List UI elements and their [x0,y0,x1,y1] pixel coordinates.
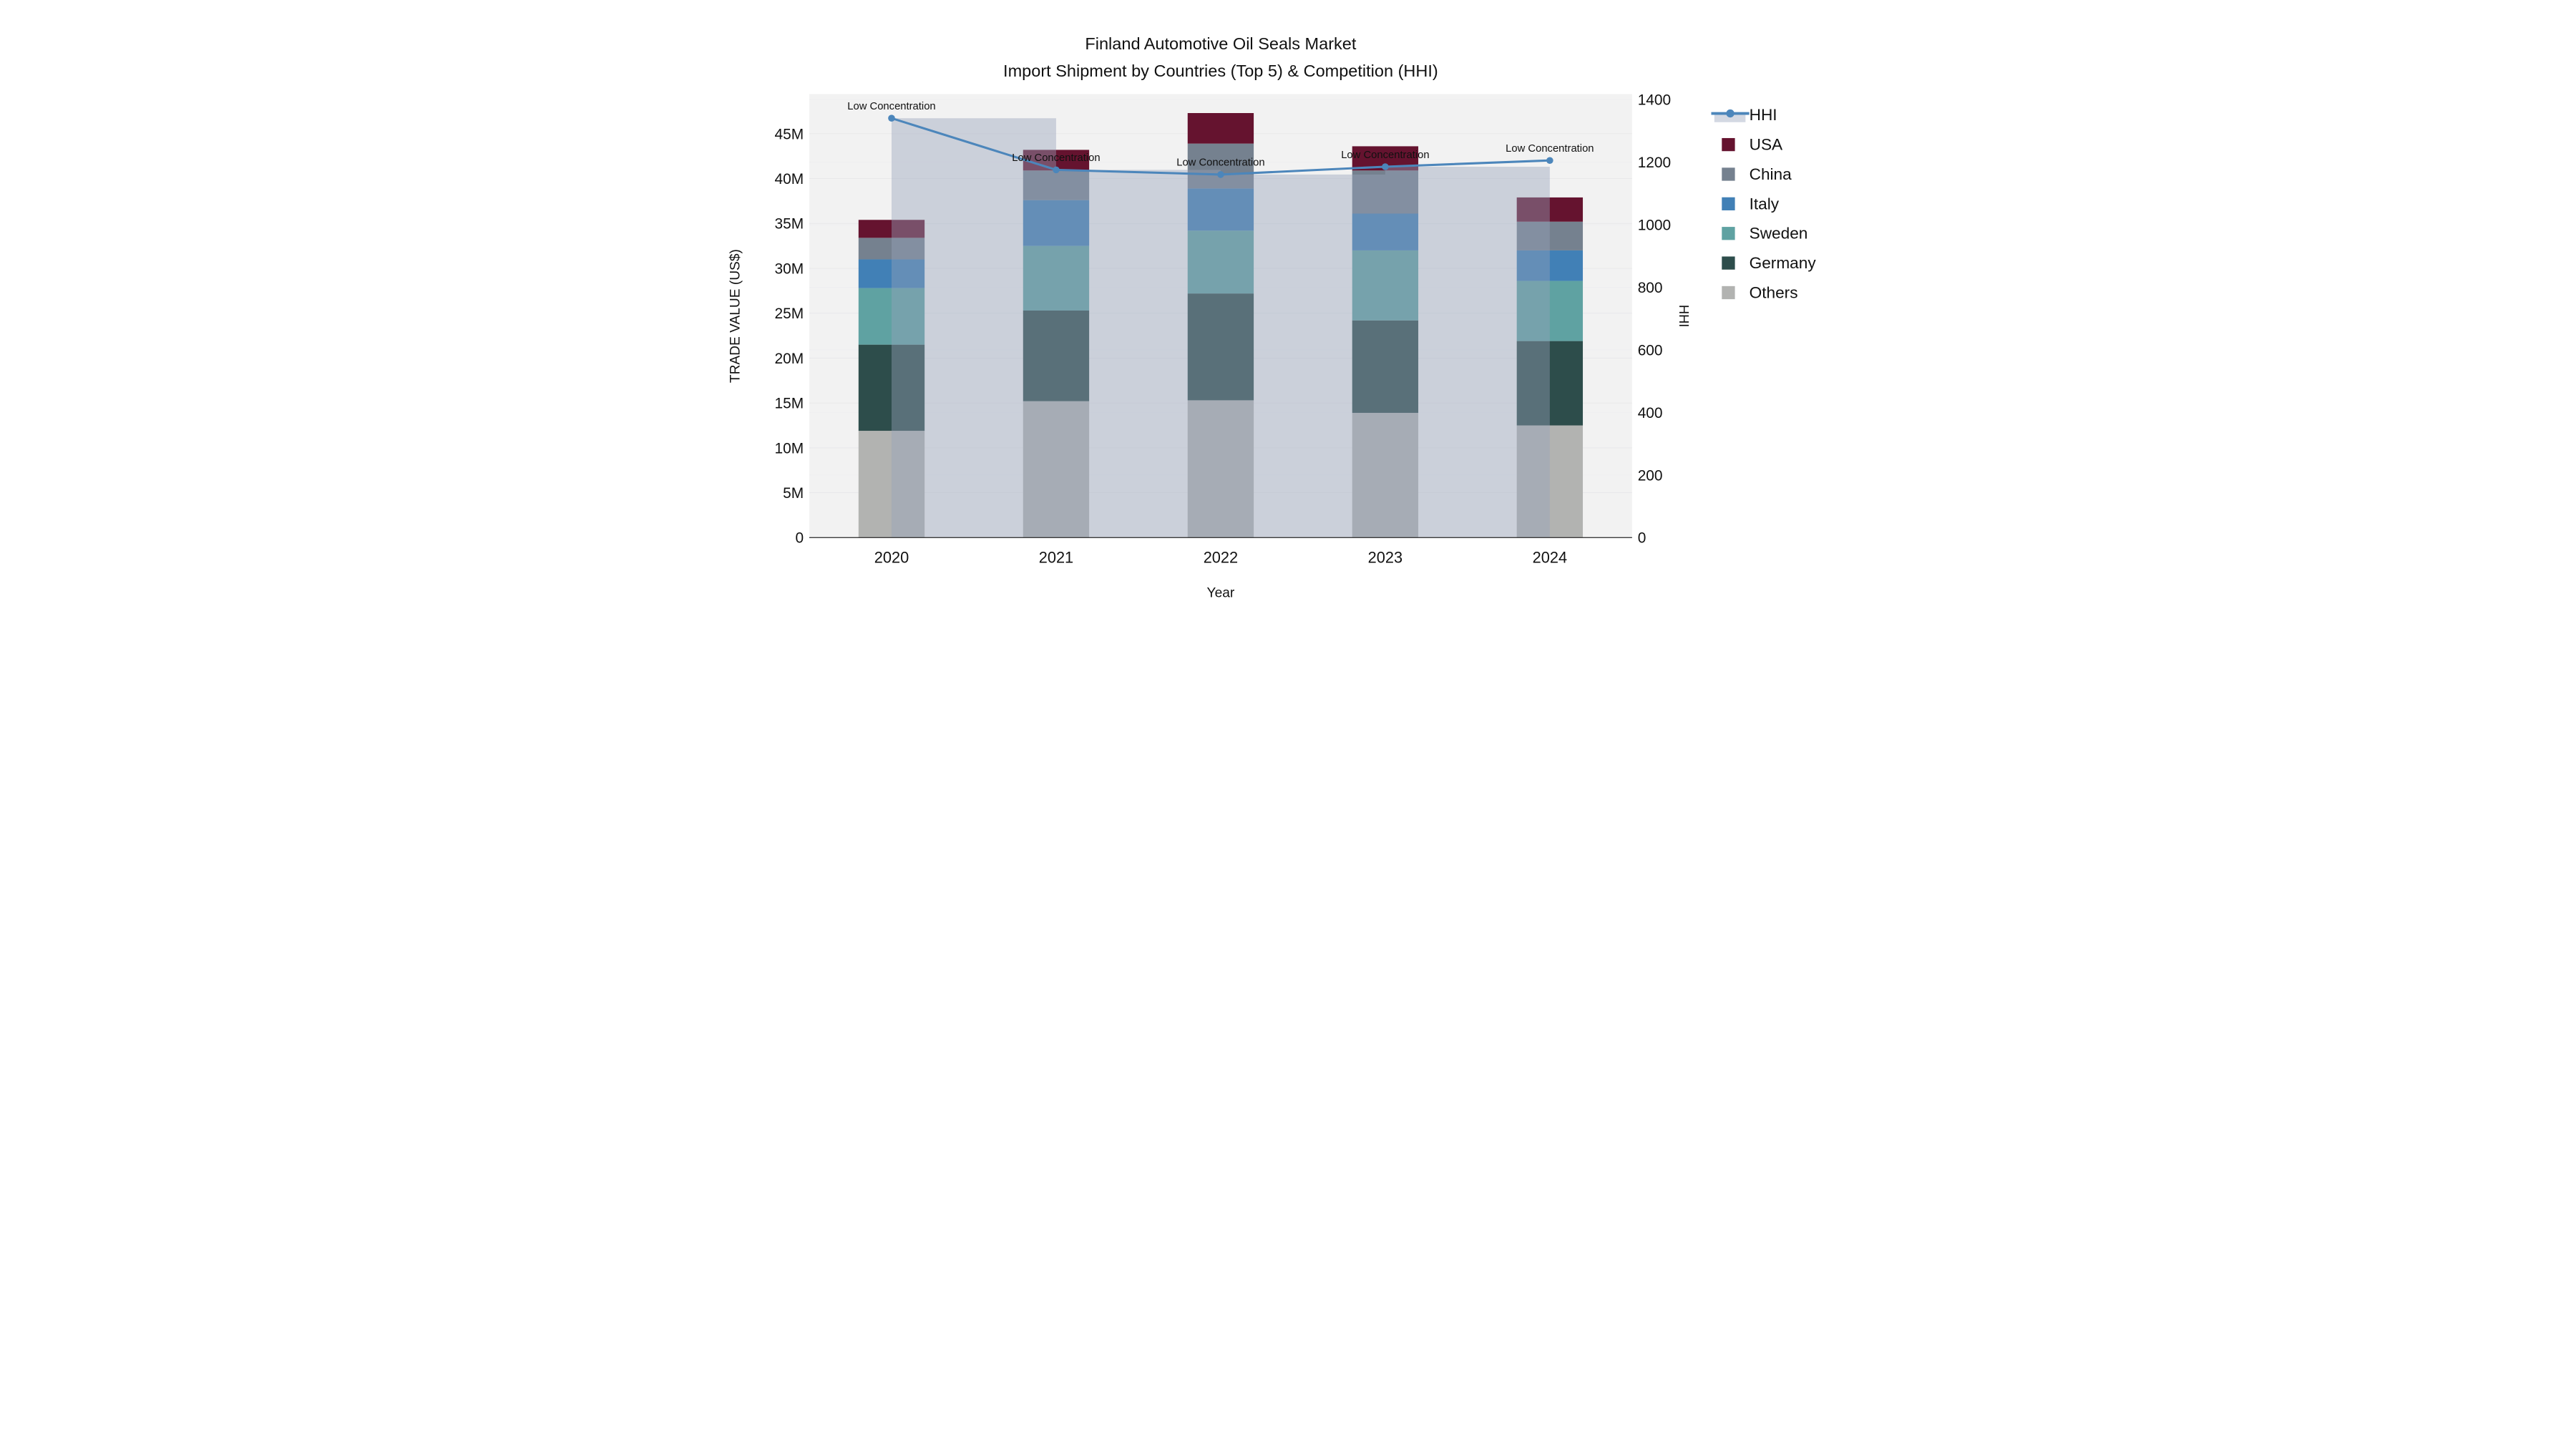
bar-segment-germany-2024[interactable] [1516,341,1584,426]
hhi-marker-2022[interactable] [1217,171,1224,178]
x-tick-2023: 2023 [1368,549,1402,567]
hhi-marker-2020[interactable] [888,114,895,122]
x-tick-2024: 2024 [1533,549,1567,567]
legend-item-china[interactable]: China [1722,165,1792,183]
bar-segment-italy-2020[interactable] [858,259,925,288]
bar-segment-others-2020[interactable] [858,431,925,538]
bar-segment-sweden-2024[interactable] [1516,280,1584,341]
annotation-low-concentration: Low Concentration [1506,143,1594,155]
chart-title-line1: Finland Automotive Oil Seals Market [1085,34,1356,53]
legend-item-others[interactable]: Others [1722,283,1798,301]
legend-label-usa: USA [1750,136,1783,154]
bar-segment-china-2023[interactable] [1352,170,1419,214]
bar-segment-others-2023[interactable] [1352,412,1419,538]
y-right-axis-title: HHI [1677,305,1692,327]
y-left-tick: 15M [775,396,804,412]
x-tick-2020: 2020 [874,549,909,567]
y-left-tick: 45M [775,126,804,142]
y-right-tick: 800 [1638,280,1663,296]
y-right-tick: 1200 [1638,155,1671,171]
y-left-axis-title: TRADE VALUE (US$) [728,249,743,383]
legend-swatch-others [1722,286,1735,300]
hhi-step-band [891,118,1550,538]
y-right-tick: 1400 [1638,92,1671,108]
bar-segment-china-2022[interactable] [1187,143,1254,189]
bar-segment-sweden-2023[interactable] [1352,250,1419,321]
hhi-marker-2021[interactable] [1053,166,1060,174]
y-left-tick: 25M [775,306,804,322]
y-left-tick: 5M [783,485,804,502]
legend-swatch-italy [1722,197,1735,210]
bar-segment-usa-2020[interactable] [858,220,925,238]
bar-segment-germany-2022[interactable] [1187,293,1254,401]
bar-segment-germany-2021[interactable] [1023,310,1090,401]
bar-segment-sweden-2022[interactable] [1187,230,1254,294]
legend-item-italy[interactable]: Italy [1722,195,1780,213]
y-right-tick: 400 [1638,405,1663,421]
legend-item-hhi[interactable]: HHI [1711,106,1777,124]
bar-segment-italy-2021[interactable] [1023,200,1090,246]
bar-segment-others-2024[interactable] [1516,425,1584,538]
legend-swatch-usa [1722,137,1735,152]
hhi-marker-2023[interactable] [1382,163,1389,170]
legend-label-hhi: HHI [1750,106,1777,124]
legend-swatch-china [1722,167,1735,181]
y-left-tick: 40M [775,171,804,187]
legend-item-sweden[interactable]: Sweden [1722,225,1807,243]
bar-segment-china-2024[interactable] [1516,221,1584,250]
bar-segment-usa-2024[interactable] [1516,197,1584,222]
annotation-low-concentration: Low Concentration [847,101,935,112]
bar-segment-others-2022[interactable] [1187,400,1254,538]
legend-label-others: Others [1750,283,1798,301]
bar-segment-italy-2024[interactable] [1516,250,1584,281]
y-left-tick: 35M [775,216,804,233]
bar-segment-others-2021[interactable] [1023,401,1090,538]
bar-segment-germany-2023[interactable] [1352,320,1419,413]
y-right-tick: 1000 [1638,217,1671,233]
legend-item-germany[interactable]: Germany [1722,254,1816,272]
bar-segment-germany-2020[interactable] [858,344,925,431]
annotation-low-concentration: Low Concentration [1012,152,1100,164]
x-tick-2021: 2021 [1039,549,1073,567]
chart-canvas: Low Concentration Low Concentration Low Co… [727,0,1849,631]
x-axis-title: Year [1207,586,1235,601]
bar-segment-china-2021[interactable] [1023,170,1090,200]
y-left-tick: 0 [796,530,804,547]
hhi-marker-2024[interactable] [1546,157,1553,165]
y-left-tick: 20M [775,351,804,367]
y-right-tick: 200 [1638,467,1663,484]
bar-segment-china-2020[interactable] [858,238,925,260]
legend-label-sweden: Sweden [1750,225,1808,243]
annotation-low-concentration: Low Concentration [1176,157,1264,169]
bar-segment-sweden-2021[interactable] [1023,245,1090,311]
legend-label-germany: Germany [1750,254,1817,272]
bar-segment-italy-2023[interactable] [1352,213,1419,250]
legend-item-usa[interactable]: USA [1722,136,1783,154]
legend-swatch-sweden [1722,227,1735,240]
y-left-tick: 10M [775,440,804,457]
annotation-low-concentration: Low Concentration [1341,150,1429,161]
bar-segment-sweden-2020[interactable] [858,288,925,345]
y-left-tick: 30M [775,260,804,277]
x-tick-2022: 2022 [1204,549,1238,567]
legend-swatch-germany [1722,256,1735,270]
chart-figure: Low Concentration Low Concentration Low Co… [727,0,1849,631]
y-right-tick: 600 [1638,342,1663,358]
legend-label-china: China [1750,165,1792,183]
bar-segment-usa-2022[interactable] [1187,113,1254,144]
legend-hhi-marker-sample [1726,109,1735,118]
y-right-tick: 0 [1638,530,1646,547]
chart-title-line2: Import Shipment by Countries (Top 5) & C… [1003,62,1438,80]
legend-hhi-band-sample [1714,114,1746,122]
bar-segment-italy-2022[interactable] [1187,188,1254,231]
legend-label-italy: Italy [1750,195,1780,213]
